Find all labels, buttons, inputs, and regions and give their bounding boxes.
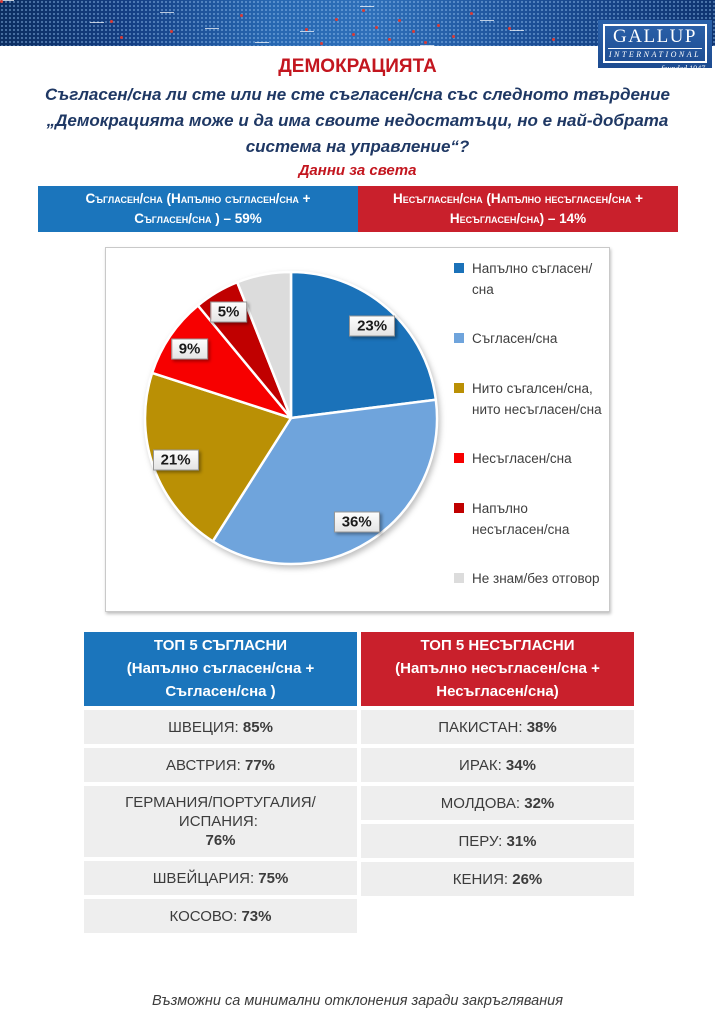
top5-agree-header-line-1: ТОП 5 СЪГЛАСНИ xyxy=(153,637,288,654)
legend-label: Не знам/без отговор xyxy=(472,570,600,586)
top5-tables: ТОП 5 СЪГЛАСНИ (Напълно съгласен/сна + С… xyxy=(84,632,634,933)
agree-summary-line-1: Съгласен/сна (Напълно съгласен/сна + xyxy=(85,191,311,206)
country-value: 31% xyxy=(506,832,537,850)
top5-disagree-header-line-2: (Напълно несъгласен/сна + xyxy=(395,660,600,677)
legend-label: Съгласен/сна xyxy=(472,331,558,347)
top5-agree-rows: ШВЕЦИЯ: 85% АВСТРИЯ: 77% ГЕРМАНИЯ/ПОРТУГАЛ… xyxy=(84,710,357,933)
footer-note: Възможни са минимални отклонения заради … xyxy=(151,993,563,1009)
table-row: ПАКИСТАН: 38% xyxy=(361,710,634,744)
table-row: ШВЕЦИЯ: 85% xyxy=(84,710,357,744)
country-value: 32% xyxy=(524,794,555,812)
country-label: АВСТРИЯ: xyxy=(166,756,245,774)
country-label: МОЛДОВА: xyxy=(440,794,525,812)
legend-swatch xyxy=(454,453,464,464)
summary-banners: Съгласен/сна (Напълно съгласен/сна + Съг… xyxy=(38,186,678,232)
country-label: КЕНИЯ: xyxy=(452,870,513,888)
legend-label: Нито съгалсен/сна, нито несъгласен/сна xyxy=(472,380,602,417)
disagree-summary-line-1: Несъгласен/сна (Напълно несъгласен/сна + xyxy=(393,191,643,206)
logo-tagline: founded 1947 xyxy=(661,64,705,73)
country-value: 73% xyxy=(241,907,272,925)
legend-item: Не знам/без отговор xyxy=(454,568,606,589)
map-text-specks xyxy=(0,0,14,1)
pie-legend: Напълно съгласен/сна Съгласен/сна Нито съг… xyxy=(454,258,606,589)
country-value: 77% xyxy=(244,756,275,774)
pie-slice xyxy=(289,270,438,420)
logo-divider xyxy=(608,48,702,49)
pie-data-label: 23% xyxy=(349,315,396,337)
country-value: 38% xyxy=(526,718,557,736)
disagree-summary-banner: Несъгласен/сна (Напълно несъгласен/сна +… xyxy=(358,186,678,232)
country-value: 85% xyxy=(242,718,273,736)
table-row: ПЕРУ: 31% xyxy=(361,824,634,858)
table-row: АВСТРИЯ: 77% xyxy=(84,748,357,782)
logo-name: GALLUP xyxy=(613,26,697,47)
legend-label: Напълно съгласен/сна xyxy=(472,261,593,297)
pie-slice xyxy=(150,304,293,420)
top5-agree-header: ТОП 5 СЪГЛАСНИ (Напълно съгласен/сна + С… xyxy=(84,632,357,706)
legend-item: Несъгласен/сна xyxy=(454,448,606,469)
question-line-3: система на управление“? xyxy=(245,137,470,156)
legend-swatch xyxy=(454,572,464,583)
page-title: ДЕМОКРАЦИЯТА xyxy=(278,56,437,77)
top5-agree-column: ТОП 5 СЪГЛАСНИ (Напълно съгласен/сна + С… xyxy=(84,632,357,933)
table-row: ГЕРМАНИЯ/ПОРТУГАЛИЯ/ИСПАНИЯ: 76% xyxy=(84,786,357,857)
country-label: КОСОВО: xyxy=(169,907,242,925)
legend-item: Нито съгалсен/сна, нито несъгласен/сна xyxy=(454,378,606,420)
pie-slice xyxy=(211,398,439,566)
country-label: ИРАК: xyxy=(459,756,506,774)
top5-disagree-header: ТОП 5 НЕСЪГЛАСНИ (Напълно несъгласен/сна… xyxy=(361,632,634,706)
legend-swatch xyxy=(454,333,464,344)
pie-data-label: 5% xyxy=(209,301,248,323)
legend-swatch xyxy=(454,502,464,513)
subtitle-data-scope: Данни за света xyxy=(298,162,417,179)
country-value: 76% xyxy=(205,832,236,849)
legend-label: Несъгласен/сна xyxy=(472,451,572,467)
legend-swatch xyxy=(454,263,464,273)
pie-chart-panel: Напълно съгласен/сна Съгласен/сна Нито съг… xyxy=(105,247,610,612)
agree-summary-line-2: Съгласен/сна ) – 59% xyxy=(134,211,262,226)
legend-label: Напълно несъгласен/сна xyxy=(472,500,570,537)
pie-data-label: 9% xyxy=(170,338,209,360)
survey-question: Съгласен/сна ли сте или не сте съгласен/… xyxy=(0,82,715,160)
top5-disagree-rows: ПАКИСТАН: 38% ИРАК: 34% МОЛДОВА: 32% ПЕРУ: … xyxy=(361,710,634,896)
question-line-1: Съгласен/сна ли сте или не сте съгласен/… xyxy=(44,85,671,104)
top5-disagree-header-line-1: ТОП 5 НЕСЪГЛАСНИ xyxy=(420,637,575,654)
logo-subname: INTERNATIONAL xyxy=(608,50,702,59)
top5-agree-header-line-2: (Напълно съгласен/сна + xyxy=(126,660,315,677)
table-row: ИРАК: 34% xyxy=(361,748,634,782)
country-label: ПАКИСТАН: xyxy=(438,718,527,736)
legend-swatch xyxy=(454,382,464,393)
pie-chart xyxy=(143,270,439,566)
map-location-dots xyxy=(0,0,3,3)
agree-summary-banner: Съгласен/сна (Напълно съгласен/сна + Съг… xyxy=(38,186,358,232)
country-label: ШВЕЙЦАРИЯ: xyxy=(152,869,259,887)
country-label: ГЕРМАНИЯ/ПОРТУГАЛИЯ/ИСПАНИЯ: xyxy=(125,794,316,830)
top5-disagree-header-line-3: Несъгласен/сна) xyxy=(436,683,559,700)
pie-data-label: 21% xyxy=(152,449,199,471)
table-row: МОЛДОВА: 32% xyxy=(361,786,634,820)
pie-data-label: 36% xyxy=(333,511,380,533)
top5-disagree-column: ТОП 5 НЕСЪГЛАСНИ (Напълно несъгласен/сна… xyxy=(361,632,634,933)
gallup-logo: GALLUP INTERNATIONAL founded 1947 xyxy=(598,20,712,73)
table-row: ШВЕЙЦАРИЯ: 75% xyxy=(84,861,357,895)
table-row: КЕНИЯ: 26% xyxy=(361,862,634,896)
disagree-summary-line-2: Несъгласен/сна) – 14% xyxy=(449,211,587,226)
question-line-2: „Демокрацията може и да има своите недос… xyxy=(46,111,669,130)
country-value: 34% xyxy=(505,756,536,774)
country-value: 26% xyxy=(512,870,543,888)
country-label: ШВЕЦИЯ: xyxy=(168,718,243,736)
legend-item: Напълно съгласен/сна xyxy=(454,258,606,300)
world-map-banner xyxy=(0,0,715,46)
legend-item: Напълно несъгласен/сна xyxy=(454,498,606,540)
country-label: ПЕРУ: xyxy=(458,832,507,850)
gallup-logo-box: GALLUP INTERNATIONAL xyxy=(603,24,707,63)
top5-agree-header-line-3: Съгласен/сна ) xyxy=(165,683,276,700)
table-row: КОСОВО: 73% xyxy=(84,899,357,933)
country-value: 75% xyxy=(258,869,289,887)
legend-item: Съгласен/сна xyxy=(454,328,606,349)
pie-slice xyxy=(236,270,293,420)
